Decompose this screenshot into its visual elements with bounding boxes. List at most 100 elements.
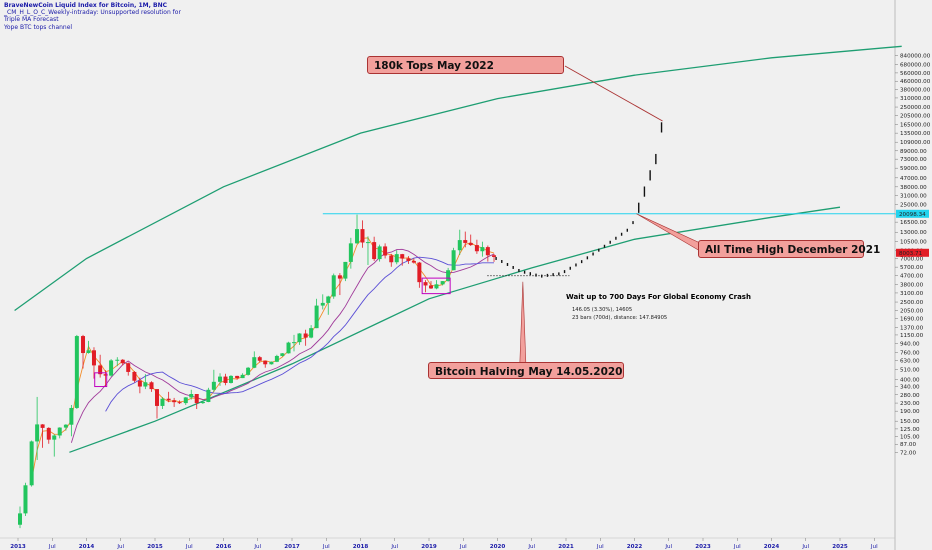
current-price-label: 8003.71	[899, 251, 923, 257]
candle-body	[440, 281, 445, 285]
candle-body	[292, 342, 296, 344]
y-tick-label: 47000.00	[900, 176, 927, 182]
y-tick-label: 87.00	[900, 442, 916, 448]
legend-indicator-2: Triple MA Forecast	[4, 16, 59, 24]
candle-body	[365, 242, 370, 244]
y-tick-label: 3100.00	[900, 291, 924, 297]
x-tick-label: Jul	[459, 544, 467, 550]
x-tick-label: 2023	[695, 544, 711, 550]
legend-indicator-1: _CM_H_L_O_C_Weekly-intraday: Unsupported…	[4, 9, 181, 17]
candle-body	[389, 255, 394, 263]
forecast-path	[495, 122, 663, 278]
x-tick-label: 2019	[421, 544, 437, 550]
x-tick-label: Jul	[322, 544, 330, 550]
y-tick-label: 2050.00	[900, 308, 924, 314]
current-price-tag	[896, 248, 929, 257]
y-tick-label: 560000.00	[900, 71, 931, 77]
y-tick-label: 380000.00	[900, 87, 931, 93]
x-tick-label: 2022	[627, 544, 643, 550]
y-tick-label: 230.00	[900, 401, 920, 407]
y-tick-label: 150.00	[900, 419, 920, 425]
chart-legend: BraveNewCoin Liquid Index for Bitcoin, 1…	[4, 2, 181, 31]
candle-body	[74, 336, 79, 408]
candle-body	[480, 247, 485, 252]
candle-body	[218, 376, 223, 382]
candle-body	[406, 258, 411, 261]
y-tick-label: 680000.00	[900, 63, 931, 69]
y-tick-label: 2500.00	[900, 300, 924, 306]
channel-upper-line	[14, 45, 902, 312]
y-tick-label: 1150.00	[900, 333, 924, 339]
x-tick-label: Jul	[185, 544, 193, 550]
candle-body	[132, 371, 137, 381]
y-tick-label: 3800.00	[900, 282, 924, 288]
annotations: Wait up to 700 Days For Global Economy C…	[94, 65, 751, 388]
candle-body	[252, 357, 257, 368]
candles	[18, 214, 497, 529]
candle-body	[274, 355, 279, 362]
annotation-line-2: 23 bars (700d), distance: 147.84905	[572, 315, 667, 321]
y-tick-label: 25000.00	[900, 203, 927, 209]
candle-body	[463, 240, 468, 243]
candle-body	[223, 376, 228, 383]
candle-body	[314, 305, 319, 329]
y-tick-label: 7000.00	[900, 256, 924, 262]
y-tick-label: 280.00	[900, 393, 920, 399]
callout-pointer-tops	[564, 65, 663, 122]
y-tick-label: 59000.00	[900, 166, 927, 172]
y-tick-label: 190.00	[900, 409, 920, 415]
candle-body	[485, 247, 490, 256]
x-tick-label: 2015	[147, 544, 163, 550]
x-tick-label: Jul	[253, 544, 261, 550]
candle-body	[417, 262, 422, 283]
candle-body	[468, 242, 473, 246]
y-tick-label: 165000.00	[900, 123, 931, 129]
y-tick-label: 840000.00	[900, 54, 931, 60]
candle-body	[474, 245, 479, 252]
y-tick-label: 5700.00	[900, 265, 924, 271]
candle-body	[160, 398, 165, 406]
callout-halving: Bitcoin Halving May 14.05.2020	[428, 362, 624, 379]
y-tick-label: 1690.00	[900, 317, 924, 323]
candle-body	[326, 296, 331, 303]
candle-body	[103, 374, 108, 376]
y-tick-label: 72.00	[900, 450, 916, 456]
candle-body	[177, 402, 182, 404]
candle-body	[337, 275, 342, 279]
candle-body	[411, 260, 416, 263]
candle-body	[69, 407, 74, 425]
y-tick-label: 510.00	[900, 367, 920, 373]
candle-body	[446, 270, 451, 282]
y-tick-label: 109000.00	[900, 140, 931, 146]
candle-body	[235, 375, 240, 379]
candle-body	[86, 350, 91, 354]
y-tick-label: 940.00	[900, 341, 920, 347]
y-tick-label: 125.00	[900, 427, 920, 433]
candle-body	[280, 353, 285, 356]
candle-body	[451, 250, 456, 271]
x-tick-label: 2016	[216, 544, 232, 550]
candle-body	[348, 243, 353, 262]
y-tick-label: 135000.00	[900, 131, 931, 137]
legend-title: BraveNewCoin Liquid Index for Bitcoin, 1…	[4, 2, 168, 9]
candle-body	[246, 367, 251, 375]
x-tick-label: Jul	[870, 544, 878, 550]
y-tick-label: 10500.00	[900, 239, 927, 245]
candle-body	[91, 350, 96, 366]
candle-body	[303, 333, 308, 338]
y-tick-label: 1370.00	[900, 326, 924, 332]
candle-body	[429, 285, 433, 289]
candle-body	[400, 254, 405, 259]
candle-body	[434, 284, 439, 289]
callout-tops: 180k Tops May 2022	[367, 56, 564, 74]
candle-body	[372, 242, 377, 260]
y-tick-label: 205000.00	[900, 113, 931, 119]
candle-body	[35, 424, 40, 442]
candle-body	[200, 401, 205, 404]
moving-averages	[31, 237, 495, 481]
candle-body	[57, 427, 62, 436]
candle-body	[189, 394, 194, 398]
ma-fast-line	[31, 237, 495, 481]
annotation-title: Wait up to 700 Days For Global Economy C…	[566, 293, 751, 301]
